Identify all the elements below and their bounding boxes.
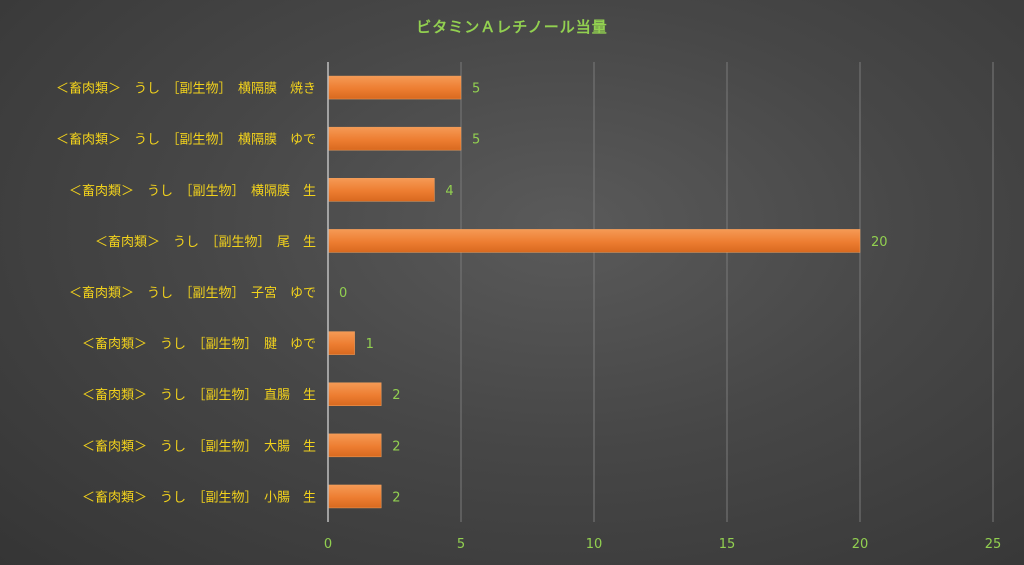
x-tick-label: 5	[457, 537, 465, 552]
category-label: ＜畜肉類＞ うし ［副生物］ 横隔膜 生	[69, 183, 316, 199]
data-label: 2	[392, 490, 400, 505]
gridlines	[460, 62, 994, 522]
data-label: 0	[339, 286, 347, 301]
x-axis-ticks: 0 5 10 15 20 25	[324, 62, 1001, 552]
x-tick-label: 0	[324, 537, 332, 552]
data-label: 5	[472, 82, 480, 97]
data-label: 2	[392, 388, 400, 403]
x-tick-label: 15	[719, 537, 736, 552]
bar	[327, 331, 355, 355]
data-label: 1	[366, 337, 374, 352]
bar	[327, 433, 382, 458]
data-label: 4	[445, 184, 453, 199]
category-label: ＜畜肉類＞ うし ［副生物］ 直腸 生	[82, 387, 316, 403]
category-label: ＜畜肉類＞ うし ［副生物］ 子宮 ゆで	[69, 285, 316, 301]
chart-title: ビタミンＡレチノール当量	[416, 18, 608, 36]
data-labels: 5 5 4 20 0 1 2 2 2	[339, 82, 888, 506]
category-label: ＜畜肉類＞ うし ［副生物］ 大腸 生	[82, 438, 316, 454]
category-label: ＜畜肉類＞ うし ［副生物］ 小腸 生	[82, 489, 316, 505]
x-tick-label: 20	[852, 537, 869, 552]
bars	[327, 75, 861, 509]
data-label: 5	[472, 133, 480, 148]
bar	[327, 75, 462, 100]
data-label: 2	[392, 439, 400, 454]
bar	[327, 484, 382, 509]
category-label: ＜畜肉類＞ うし ［副生物］ 横隔膜 焼き	[56, 81, 316, 97]
x-tick-label: 10	[586, 537, 603, 552]
category-label: ＜畜肉類＞ うし ［副生物］ 腱 ゆで	[82, 336, 316, 352]
bar	[327, 229, 861, 253]
bar	[327, 126, 462, 151]
category-labels: ＜畜肉類＞ うし ［副生物］ 横隔膜 焼き ＜畜肉類＞ うし ［副生物］ 横隔膜 …	[56, 81, 316, 506]
data-label: 20	[871, 235, 888, 250]
bar	[327, 178, 435, 202]
category-label: ＜畜肉類＞ うし ［副生物］ 横隔膜 ゆで	[56, 132, 316, 148]
category-label: ＜畜肉類＞ うし ［副生物］ 尾 生	[95, 234, 316, 250]
bar	[327, 382, 382, 406]
x-tick-label: 25	[985, 537, 1002, 552]
